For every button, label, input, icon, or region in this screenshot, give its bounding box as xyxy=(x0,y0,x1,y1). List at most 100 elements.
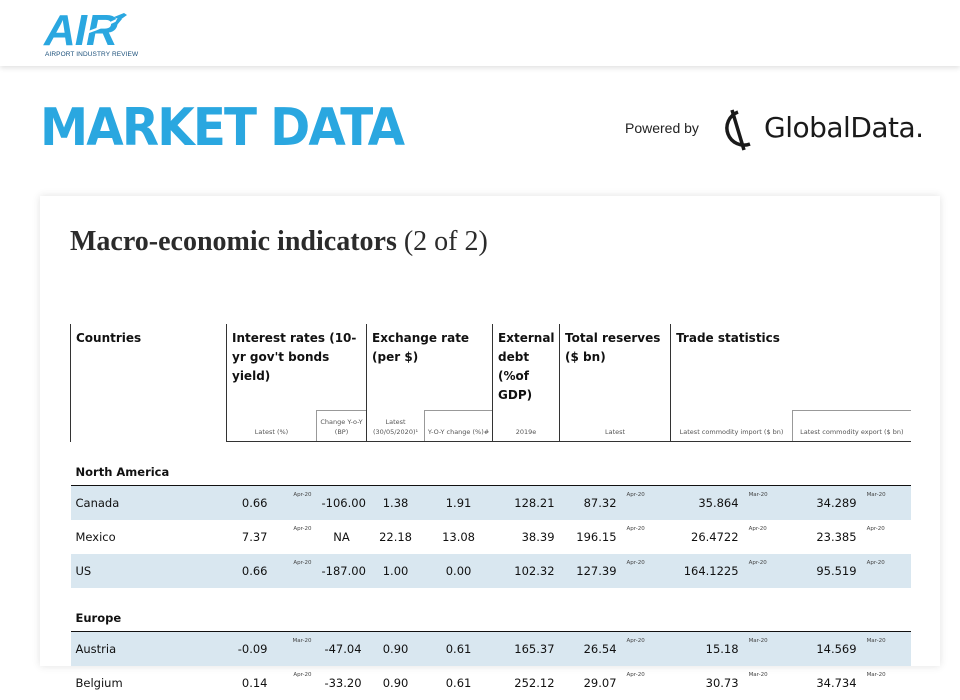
exchange-change-cell: 1.91 xyxy=(424,485,493,520)
header-external-debt: External debt (%of GDP) xyxy=(492,324,560,411)
table-subheader-row: Latest (%) Change Y-o-Y (BP) Latest (30/… xyxy=(70,410,911,442)
export-cell: 95.519 xyxy=(792,554,862,588)
subheader-exchange-change: Y-O-Y change (%)# xyxy=(424,410,493,442)
import-date-cell: Apr-20 xyxy=(743,554,793,588)
external-debt-cell: 165.37 xyxy=(492,631,560,666)
interest-change-cell: -47.04 xyxy=(316,631,367,666)
country-cell: Austria xyxy=(70,631,227,666)
export-date-cell: Apr-20 xyxy=(861,554,911,588)
card-title-sub: (2 of 2) xyxy=(403,226,488,257)
interest-latest-cell: 0.14 xyxy=(241,676,268,690)
exchange-change-cell: 13.08 xyxy=(442,530,475,544)
region-label: Europe xyxy=(70,588,911,632)
reserves-cell: 26.54 xyxy=(559,631,622,666)
header-total-reserves: Total reserves ($ bn) xyxy=(559,324,671,411)
export-date-cell: Mar-20 xyxy=(861,631,911,666)
country-cell: US xyxy=(70,554,227,588)
export-cell: 23.385 xyxy=(816,530,857,544)
globaldata-mark-icon xyxy=(725,109,751,151)
subheader-debt-year: 2019e xyxy=(492,410,560,442)
import-cell: 15.18 xyxy=(670,631,744,666)
reserves-cell: 196.15 xyxy=(576,530,617,544)
import-date-cell: Mar-20 xyxy=(743,631,793,666)
macro-indicators-table: Countries Interest rates (10-yr gov't bo… xyxy=(70,324,911,700)
export-cell: 14.569 xyxy=(792,631,862,666)
import-date-cell: Apr-20 xyxy=(748,526,767,532)
subheader-blank xyxy=(70,410,227,442)
interest-date-cell: Apr-20 xyxy=(272,554,317,588)
header-exchange-rate: Exchange rate (per $) xyxy=(366,324,493,411)
export-cell: 34.734 xyxy=(816,676,857,690)
air-logo[interactable]: AIR AIRPORT INDUSTRY REVIEW xyxy=(44,6,138,59)
country-cell: Canada xyxy=(70,485,227,520)
subheader-interest-change: Change Y-o-Y (BP) xyxy=(315,410,367,442)
exchange-change-cell: 0.00 xyxy=(424,554,493,588)
reserves-date-cell: Apr-20 xyxy=(626,672,645,678)
interest-latest-cell: 7.37 xyxy=(241,530,268,544)
subheader-trade-import: Latest commodity import ($ bn) xyxy=(670,410,793,442)
exchange-change-cell: 0.61 xyxy=(445,676,472,690)
globaldata-wordmark: GlobalData. xyxy=(764,111,924,144)
reserves-cell: 87.32 xyxy=(559,485,622,520)
subheader-trade-export: Latest commodity export ($ bn) xyxy=(792,410,911,442)
header-interest-rates: Interest rates (10-yr gov't bonds yield) xyxy=(225,324,367,411)
reserves-date-cell: Apr-20 xyxy=(621,554,671,588)
globaldata-logo[interactable]: GlobalData. xyxy=(718,106,944,154)
export-cell: 34.289 xyxy=(792,485,862,520)
table-row: Belgium 0.14 Apr-20 -33.20 0.90 0.61 252… xyxy=(71,666,911,700)
plane-icon xyxy=(85,13,129,35)
import-date-cell: Mar-20 xyxy=(748,672,768,678)
import-cell: 30.73 xyxy=(705,676,739,690)
card-title-main: Macro-economic indicators xyxy=(70,226,397,257)
market-data-card: Macro-economic indicators (2 of 2) Count… xyxy=(40,196,940,690)
import-cell: 164.1225 xyxy=(670,554,744,588)
external-debt-cell: 102.32 xyxy=(492,554,560,588)
exchange-latest-cell: 0.90 xyxy=(366,631,425,666)
subheader-exchange-latest: Latest (30/05/2020)¹ xyxy=(366,410,425,442)
interest-date-cell: Apr-20 xyxy=(293,672,312,678)
exchange-latest-cell: 22.18 xyxy=(379,530,412,544)
import-cell: 26.4722 xyxy=(691,530,739,544)
region-row: Europe xyxy=(70,588,911,632)
import-cell: 35.864 xyxy=(670,485,744,520)
country-cell: Mexico xyxy=(75,530,116,544)
region-label: North America xyxy=(70,441,911,486)
reserves-date-cell: Apr-20 xyxy=(621,631,671,666)
exchange-latest-cell: 1.38 xyxy=(366,485,425,520)
interest-latest-cell: 0.66 xyxy=(226,554,273,588)
table-header-row: Countries Interest rates (10-yr gov't bo… xyxy=(70,324,911,411)
reserves-cell: 127.39 xyxy=(559,554,622,588)
country-cell: Belgium xyxy=(75,676,123,690)
header-trade-statistics: Trade statistics xyxy=(670,324,911,411)
subheader-interest-latest: Latest (%) xyxy=(226,410,317,442)
export-date-cell: Mar-20 xyxy=(861,485,911,520)
interest-latest-cell: -0.09 xyxy=(226,631,273,666)
subheader-reserves-latest: Latest xyxy=(559,410,671,442)
interest-change-cell: -33.20 xyxy=(324,676,362,690)
page-title: MARKET DATA xyxy=(40,98,405,158)
interest-change-cell: -106.00 xyxy=(316,485,367,520)
reserves-cell: 29.07 xyxy=(583,676,617,690)
interest-change-cell: -187.00 xyxy=(316,554,367,588)
table-row: US 0.66 Apr-20 -187.00 1.00 0.00 102.32 … xyxy=(70,554,911,588)
region-row: North America xyxy=(70,441,911,486)
external-debt-cell: 252.12 xyxy=(514,676,555,690)
interest-date-cell: Mar-20 xyxy=(272,631,317,666)
reserves-date-cell: Apr-20 xyxy=(621,485,671,520)
interest-change-cell: NA xyxy=(333,530,350,544)
card-title: Macro-economic indicators (2 of 2) xyxy=(70,226,488,258)
interest-latest-cell: 0.66 xyxy=(226,485,273,520)
exchange-latest-cell: 1.00 xyxy=(366,554,425,588)
exchange-change-cell: 0.61 xyxy=(424,631,493,666)
export-date-cell: Apr-20 xyxy=(866,526,885,532)
import-date-cell: Mar-20 xyxy=(743,485,793,520)
interest-date-cell: Apr-20 xyxy=(272,485,317,520)
table-row: Mexico 7.37 Apr-20 NA 22.18 13.08 38.39 … xyxy=(71,520,911,554)
interest-date-cell: Apr-20 xyxy=(293,526,312,532)
logo-subtitle: AIRPORT INDUSTRY REVIEW xyxy=(45,51,139,58)
powered-by-label: Powered by xyxy=(625,120,699,136)
exchange-latest-cell: 0.90 xyxy=(382,676,409,690)
table-row: Canada 0.66 Apr-20 -106.00 1.38 1.91 128… xyxy=(70,485,911,520)
header-countries: Countries xyxy=(70,324,227,411)
logo-text: AIR xyxy=(44,6,118,55)
